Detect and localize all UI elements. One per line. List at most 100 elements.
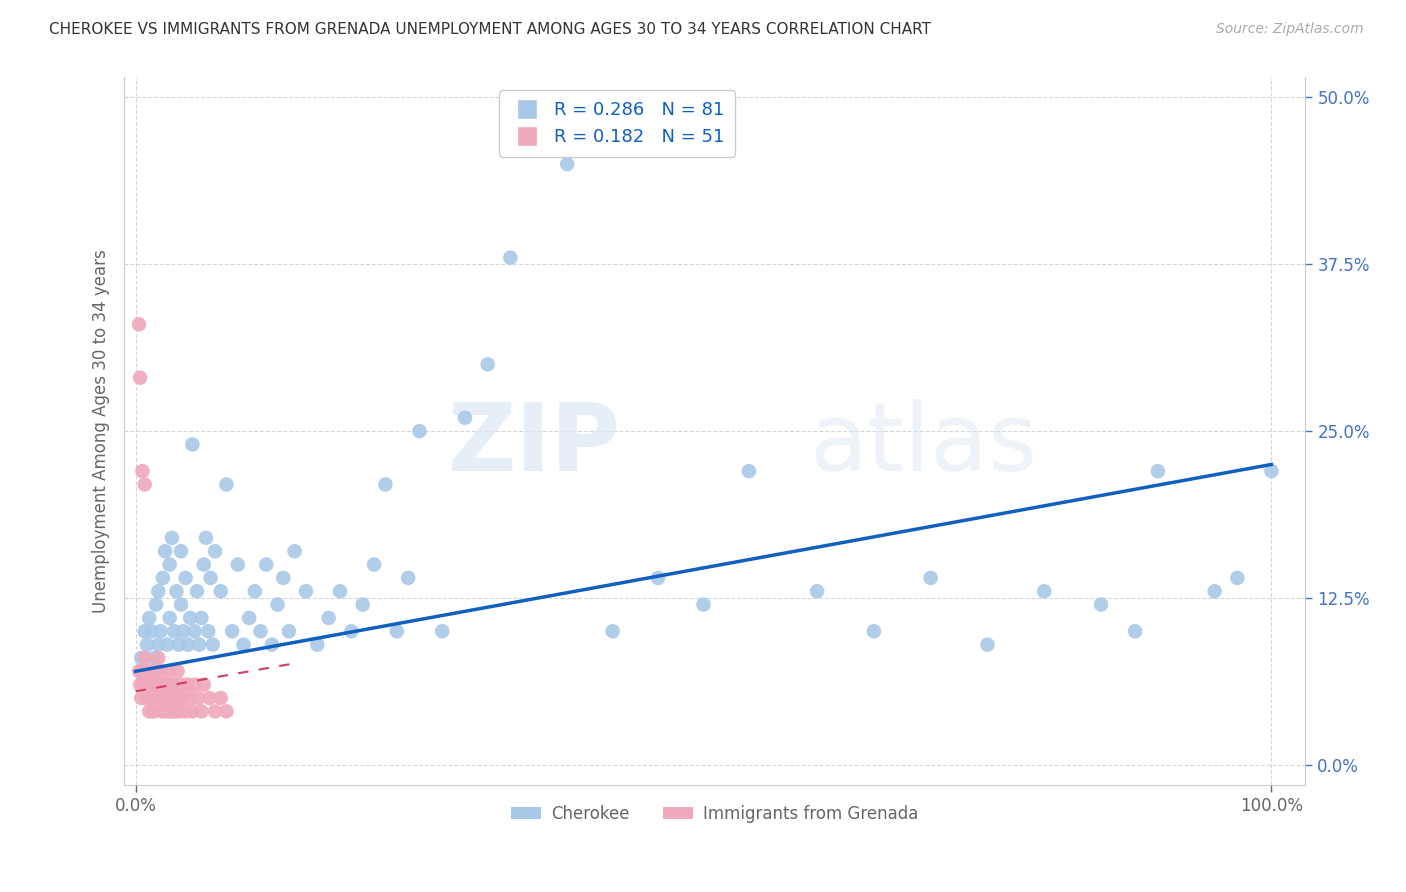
Point [131,665,153,679]
Point [1123,624,1146,639]
Point [204,544,226,558]
Point [454,410,477,425]
Point [190,704,212,718]
Point [149,624,172,639]
Point [156,691,179,706]
Point [477,357,499,371]
Point [153,544,176,558]
Point [148,584,170,599]
Point [209,691,232,706]
Point [160,691,183,706]
Point [160,531,183,545]
Point [134,624,156,639]
Point [142,651,165,665]
Point [385,624,408,639]
Legend: Cherokee, Immigrants from Grenada: Cherokee, Immigrants from Grenada [505,798,925,830]
Point [396,571,419,585]
Point [166,704,188,718]
Text: ZIP: ZIP [447,400,620,491]
Point [146,678,169,692]
Point [179,611,201,625]
Point [215,704,238,718]
Point [266,598,288,612]
Point [172,624,194,639]
Point [177,678,200,692]
Point [307,638,329,652]
Point [172,691,194,706]
Point [190,611,212,625]
Point [141,624,163,639]
Point [167,638,190,652]
Point [249,624,271,639]
Point [183,678,205,692]
Point [170,544,193,558]
Point [155,678,177,692]
Point [163,678,186,692]
Point [204,704,226,718]
Point [232,638,254,652]
Point [863,624,886,639]
Point [243,584,266,599]
Text: atlas: atlas [810,400,1038,491]
Point [159,678,181,692]
Point [187,691,209,706]
Point [198,691,221,706]
Point [136,638,159,652]
Point [602,624,624,639]
Point [197,624,219,639]
Point [136,691,159,706]
Point [131,464,153,478]
Point [174,571,197,585]
Point [221,624,243,639]
Point [920,571,942,585]
Point [260,638,283,652]
Point [142,704,165,718]
Point [201,638,224,652]
Point [806,584,828,599]
Point [195,531,218,545]
Point [129,651,152,665]
Point [153,691,176,706]
Point [141,691,163,706]
Point [432,624,454,639]
Point [170,678,193,692]
Point [142,678,165,692]
Point [156,638,179,652]
Point [181,437,204,451]
Point [1090,598,1112,612]
Point [128,665,150,679]
Point [499,251,522,265]
Point [647,571,669,585]
Point [129,691,152,706]
Point [138,611,160,625]
Point [363,558,385,572]
Point [277,624,299,639]
Point [166,665,188,679]
Point [340,624,363,639]
Point [134,651,156,665]
Point [193,558,215,572]
Point [169,704,191,718]
Point [408,424,430,438]
Point [1260,464,1282,478]
Point [138,704,160,718]
Point [976,638,998,652]
Point [1146,464,1168,478]
Point [143,691,166,706]
Point [128,318,150,332]
Point [129,370,152,384]
Point [166,584,188,599]
Point [135,665,157,679]
Point [374,477,396,491]
Point [215,477,238,491]
Point [226,558,249,572]
Point [555,157,578,171]
Point [188,638,211,652]
Point [692,598,714,612]
Point [145,665,167,679]
Point [157,665,180,679]
Y-axis label: Unemployment Among Ages 30 to 34 years: Unemployment Among Ages 30 to 34 years [93,249,110,613]
Point [167,691,190,706]
Point [152,678,174,692]
Point [152,571,174,585]
